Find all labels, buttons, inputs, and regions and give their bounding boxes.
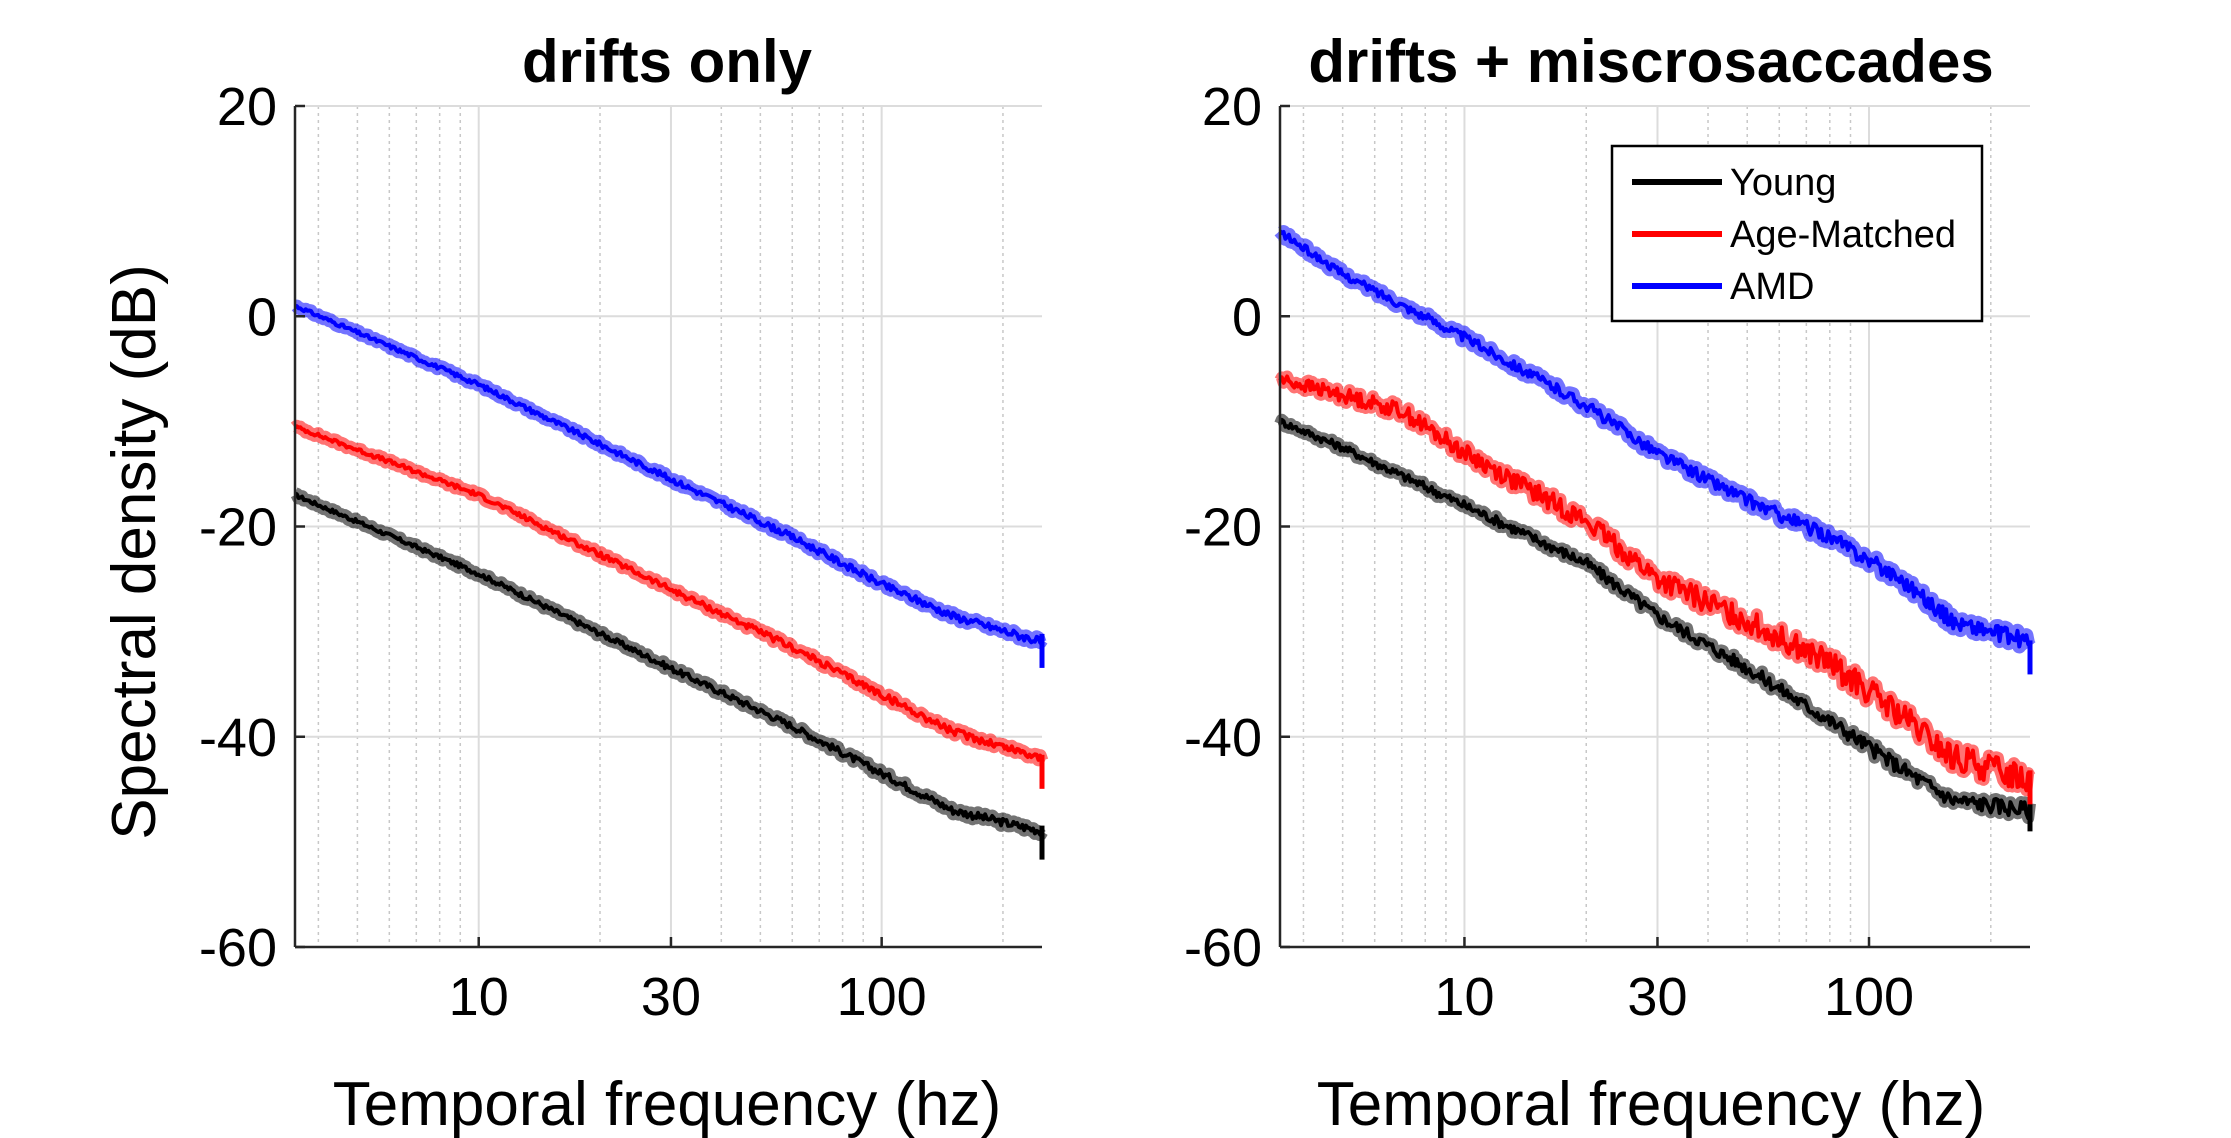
x-tick-label: 30 [1627, 967, 1687, 1027]
legend-entry: AMD [1730, 266, 1814, 308]
series-line [294, 303, 1044, 645]
series-line [1278, 374, 2032, 793]
series-line [1278, 229, 2032, 649]
y-tick-label: -40 [1184, 708, 1262, 768]
x-axis-label: Temporal frequency (hz) [333, 1070, 1002, 1138]
y-tick-label: -20 [1184, 498, 1262, 558]
y-tick-label: 20 [1202, 77, 1262, 137]
y-tick-label: -20 [199, 498, 277, 558]
series-line [293, 424, 1044, 762]
y-tick-label: 20 [217, 77, 277, 137]
series-band [1274, 413, 2036, 825]
y-tick-label: -40 [199, 708, 277, 768]
y-axis-label: Spectral density (dB) [100, 264, 169, 839]
legend: Young Age-Matched AMD [1610, 144, 1984, 323]
legend-entry: Young [1730, 162, 1836, 204]
series-line [1278, 417, 2032, 821]
x-tick-label: 100 [1824, 967, 1914, 1027]
chart-title: drifts + miscrosaccades [1308, 28, 1993, 95]
x-tick-label: 10 [449, 967, 509, 1027]
y-tick-label: -60 [199, 918, 277, 978]
legend-entry: Age-Matched [1730, 214, 1956, 256]
chart-drifts-only: -60 -40 -20 0 20 10 30 100 [199, 77, 1049, 1027]
chart-drifts-microsaccades: -60 -40 -20 0 20 10 30 100 Young Age-Matched AMD [1184, 77, 2036, 1027]
x-tick-label: 10 [1434, 967, 1494, 1027]
y-tick-label: 0 [247, 287, 277, 347]
x-tick-label: 30 [641, 967, 701, 1027]
x-tick-label: 100 [837, 967, 927, 1027]
y-tick-label: 0 [1232, 287, 1262, 347]
y-tick-label: -60 [1184, 918, 1262, 978]
x-axis-label: Temporal frequency (hz) [1317, 1070, 1986, 1138]
series-line [294, 491, 1044, 837]
chart-title: drifts only [522, 28, 813, 95]
